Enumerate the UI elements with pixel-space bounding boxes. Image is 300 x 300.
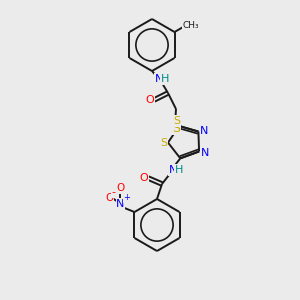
Text: H: H <box>161 74 169 84</box>
Text: N: N <box>200 125 208 136</box>
Text: S: S <box>160 138 168 148</box>
Text: N: N <box>201 148 209 158</box>
Text: N: N <box>155 74 163 84</box>
Text: S: S <box>174 116 181 126</box>
Text: -: - <box>112 187 116 197</box>
Text: O: O <box>105 193 114 203</box>
Text: N: N <box>116 199 125 209</box>
Text: O: O <box>116 183 124 193</box>
Text: CH₃: CH₃ <box>182 21 199 30</box>
Text: S: S <box>172 122 180 134</box>
Text: H: H <box>175 165 183 175</box>
Text: O: O <box>140 173 148 183</box>
Text: N: N <box>169 165 177 175</box>
Text: O: O <box>146 95 154 105</box>
Text: +: + <box>123 194 130 202</box>
